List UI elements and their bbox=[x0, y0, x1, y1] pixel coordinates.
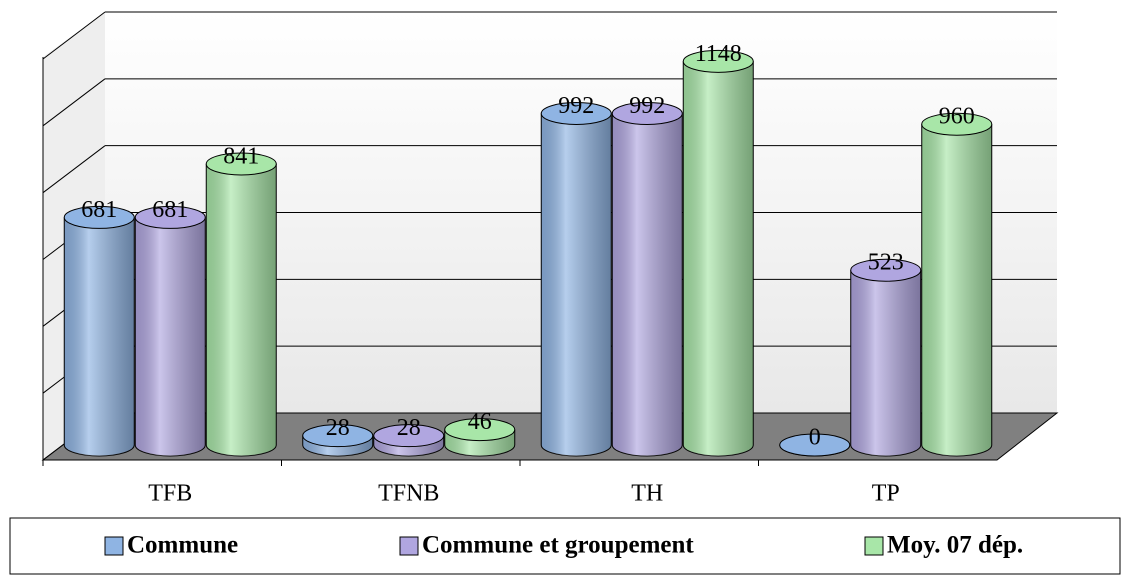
bar-bottom-shade bbox=[373, 445, 444, 457]
bar-bottom-shade bbox=[64, 445, 135, 457]
bar-bottom-shade bbox=[302, 445, 373, 457]
legend-swatch bbox=[399, 536, 419, 556]
legend-label: Commune et groupement bbox=[422, 532, 694, 559]
bar bbox=[850, 258, 922, 457]
bar bbox=[205, 152, 277, 457]
legend-swatch bbox=[104, 536, 124, 556]
data-label: 28 bbox=[397, 415, 421, 441]
bar-top bbox=[921, 112, 993, 136]
data-label: 992 bbox=[558, 93, 594, 119]
bar-top bbox=[302, 424, 374, 448]
bar-bottom-shade bbox=[444, 445, 515, 457]
bar-shade bbox=[612, 113, 683, 446]
data-label: 841 bbox=[223, 143, 259, 169]
bar bbox=[134, 205, 206, 457]
x-tick-label: TP bbox=[872, 481, 900, 507]
bar-top bbox=[134, 205, 206, 229]
bar-shade bbox=[206, 163, 277, 446]
bar-shade bbox=[135, 217, 206, 445]
bar bbox=[921, 112, 993, 457]
bar-bottom-shade bbox=[612, 445, 683, 457]
legend-swatch bbox=[864, 536, 884, 556]
bar bbox=[373, 424, 445, 457]
legend-label: Moy. 07 dép. bbox=[887, 532, 1023, 559]
bar bbox=[682, 49, 754, 457]
data-label: 960 bbox=[939, 104, 975, 130]
data-label: 46 bbox=[468, 409, 492, 435]
bar-bottom-shade bbox=[683, 445, 754, 457]
bar-top bbox=[63, 205, 135, 229]
legend-label: Commune bbox=[127, 532, 238, 559]
bar bbox=[611, 102, 683, 457]
data-label: 681 bbox=[152, 197, 188, 223]
bar-bottom-shade bbox=[921, 445, 992, 457]
bar-shade bbox=[921, 124, 992, 445]
grid-line-side bbox=[42, 78, 106, 127]
data-label: 28 bbox=[326, 415, 350, 441]
grid-line-side bbox=[42, 145, 106, 194]
bar bbox=[540, 102, 612, 457]
bar-top bbox=[779, 433, 851, 457]
data-label: 0 bbox=[809, 425, 821, 451]
bar-shade bbox=[64, 217, 135, 445]
bar bbox=[444, 418, 516, 457]
bar bbox=[63, 205, 135, 457]
data-label: 992 bbox=[629, 93, 665, 119]
bar bbox=[779, 433, 851, 457]
bar-shade bbox=[541, 113, 612, 446]
bar-top bbox=[540, 102, 612, 126]
x-tick-label: TH bbox=[631, 481, 663, 507]
bar-top bbox=[373, 424, 445, 448]
bar-top bbox=[682, 49, 754, 73]
x-tick-label: TFB bbox=[148, 481, 192, 507]
bar-top bbox=[444, 418, 516, 442]
bar-bottom-shade bbox=[541, 445, 612, 456]
bar-shade bbox=[683, 61, 754, 445]
data-label: 1148 bbox=[695, 41, 742, 67]
data-label: 681 bbox=[81, 197, 117, 223]
bar bbox=[302, 424, 374, 457]
bar-top bbox=[850, 258, 922, 282]
grid-line-side bbox=[42, 11, 106, 60]
bar-bottom-shade bbox=[850, 445, 921, 457]
x-tick-label: TFNB bbox=[378, 481, 439, 507]
bar-bottom-shade bbox=[206, 445, 277, 457]
bar-shade bbox=[850, 270, 921, 445]
bar-top bbox=[611, 102, 683, 126]
data-label: 523 bbox=[868, 250, 904, 276]
legend-box bbox=[9, 517, 1121, 575]
bar-bottom-shade bbox=[135, 445, 206, 457]
bar-top bbox=[205, 152, 277, 176]
